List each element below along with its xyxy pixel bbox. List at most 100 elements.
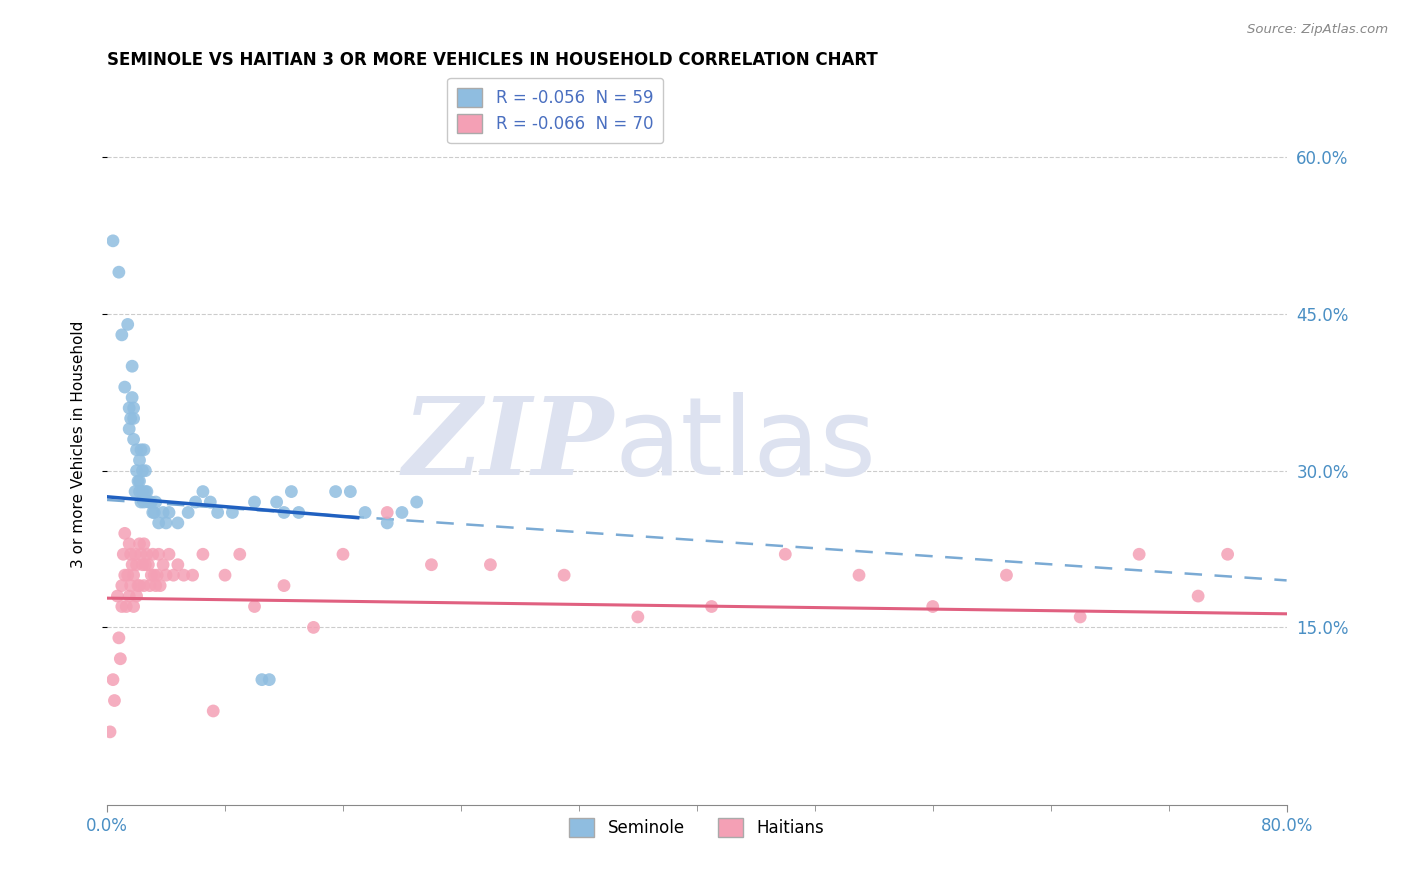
Point (142, 547, 165, 561)
Point (700, 599, 723, 614)
Point (191, 547, 214, 561)
Point (250, 673, 273, 687)
Point (125, 464, 148, 478)
Point (146, 568, 169, 582)
Point (105, 589, 128, 603)
Point (273, 506, 295, 520)
Point (112, 547, 135, 561)
Point (141, 495, 163, 509)
Point (166, 516, 188, 530)
Point (1216, 547, 1239, 561)
Point (1187, 589, 1209, 603)
Point (280, 484, 302, 499)
Point (157, 547, 180, 561)
Point (191, 484, 214, 499)
Point (122, 568, 145, 582)
Point (162, 568, 184, 582)
Point (405, 495, 427, 509)
Point (214, 568, 236, 582)
Point (120, 547, 142, 561)
Point (148, 516, 170, 530)
Point (142, 506, 165, 520)
Point (141, 568, 163, 582)
Point (229, 547, 252, 561)
Point (273, 579, 295, 593)
Text: Source: ZipAtlas.com: Source: ZipAtlas.com (1247, 23, 1388, 37)
Point (132, 537, 155, 551)
Point (117, 318, 139, 332)
Point (122, 599, 145, 614)
Point (127, 474, 149, 488)
Point (125, 589, 148, 603)
Point (129, 442, 152, 457)
Point (995, 568, 1018, 582)
Point (120, 411, 142, 425)
Point (243, 599, 266, 614)
Point (138, 558, 160, 572)
Point (266, 495, 288, 509)
Point (129, 495, 152, 509)
Point (122, 411, 145, 425)
Point (143, 506, 166, 520)
Point (122, 401, 145, 415)
Point (627, 610, 650, 624)
Point (145, 495, 167, 509)
Point (139, 495, 162, 509)
Point (138, 495, 160, 509)
Point (143, 568, 166, 582)
Point (124, 547, 146, 561)
Point (118, 401, 141, 415)
Point (128, 579, 150, 593)
Point (152, 506, 174, 520)
Point (479, 558, 502, 572)
Point (121, 359, 143, 374)
Point (111, 327, 134, 342)
Point (354, 506, 377, 520)
Point (177, 506, 200, 520)
Point (129, 547, 152, 561)
Text: SEMINOLE VS HAITIAN 3 OR MORE VEHICLES IN HOUSEHOLD CORRELATION CHART: SEMINOLE VS HAITIAN 3 OR MORE VEHICLES I… (107, 51, 877, 69)
Point (391, 506, 413, 520)
Point (132, 579, 155, 593)
Text: ZIP: ZIP (404, 392, 614, 498)
Point (101, 234, 124, 248)
Point (420, 558, 443, 572)
Point (287, 506, 309, 520)
Point (124, 484, 146, 499)
Point (103, 693, 125, 707)
Point (375, 516, 398, 530)
Point (128, 484, 150, 499)
Point (1128, 547, 1150, 561)
Point (243, 495, 266, 509)
Point (131, 558, 153, 572)
Point (148, 547, 170, 561)
Point (553, 568, 575, 582)
Point (135, 547, 157, 561)
Point (111, 579, 134, 593)
Point (848, 568, 870, 582)
Point (128, 537, 150, 551)
Point (173, 568, 195, 582)
Point (139, 579, 162, 593)
Point (145, 579, 167, 593)
Point (375, 506, 398, 520)
Point (122, 433, 145, 447)
Point (221, 506, 243, 520)
Point (117, 568, 139, 582)
Point (157, 506, 180, 520)
Point (166, 558, 188, 572)
Point (108, 265, 131, 279)
Point (131, 464, 153, 478)
Point (114, 380, 136, 394)
Legend: Seminole, Haitians: Seminole, Haitians (562, 811, 831, 844)
Point (125, 442, 148, 457)
Point (134, 558, 156, 572)
Point (118, 589, 141, 603)
Point (128, 453, 150, 467)
Point (200, 495, 222, 509)
Point (125, 558, 148, 572)
Point (339, 484, 361, 499)
Text: atlas: atlas (614, 392, 876, 498)
Point (155, 568, 177, 582)
Point (118, 537, 141, 551)
